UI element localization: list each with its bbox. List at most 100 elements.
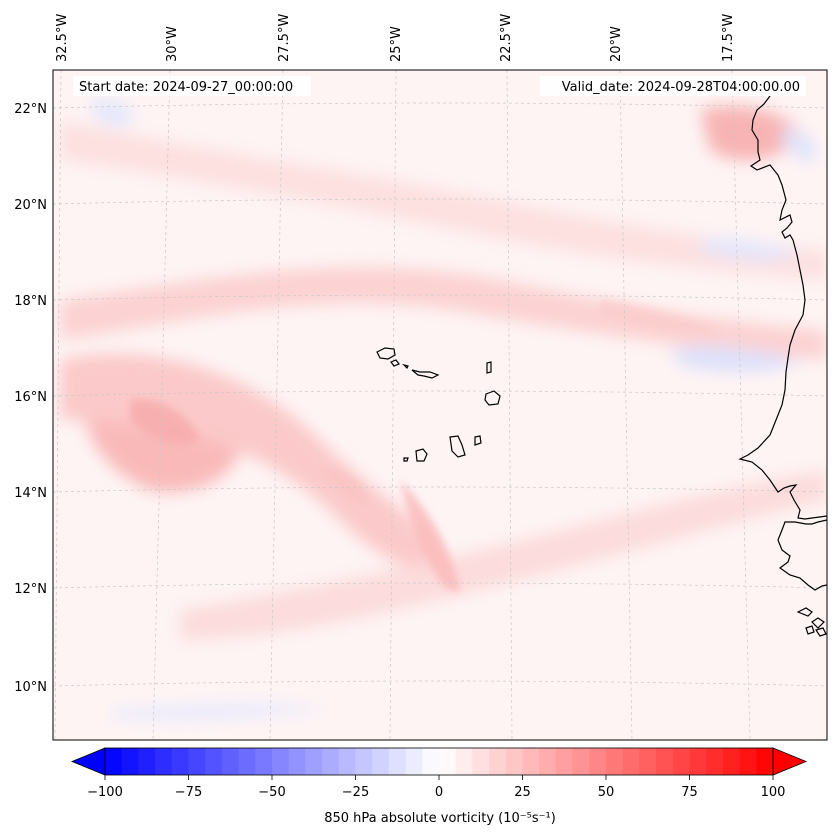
colorbar-segment	[121, 748, 139, 775]
latitude-labels: 22°N 20°N 18°N 16°N 14°N 12°N 10°N	[14, 102, 47, 695]
colorbar-segment	[205, 748, 223, 775]
colorbar-segment	[305, 748, 323, 775]
colorbar-segment	[388, 748, 407, 775]
colorbar-segment	[472, 748, 490, 775]
colorbar-segment	[105, 748, 123, 775]
colorbar-tick-label: 25	[514, 785, 531, 800]
positive-vorticity-band-central	[60, 267, 827, 360]
valid-date-bg	[540, 76, 806, 96]
colorbar-segment	[272, 748, 290, 775]
island-sao-nicolau	[411, 369, 440, 379]
island-santa-luzia	[402, 363, 409, 370]
african-coastline	[738, 95, 827, 591]
colorbar-extend-max	[772, 747, 808, 776]
colorbar-tick-label: 100	[761, 785, 786, 800]
colorbar-segment	[656, 748, 674, 775]
colorbar-segment	[372, 748, 390, 775]
map-frame	[52, 69, 828, 741]
colorbar-segments	[105, 748, 774, 775]
longitude-label: 17.5°W	[721, 14, 736, 62]
colorbar-tick-label: −75	[175, 785, 202, 800]
latitude-label: 22°N	[14, 102, 47, 117]
colorbar-tick-label: 50	[598, 785, 615, 800]
colorbar-label: 850 hPa absolute vorticity (10⁻⁵s⁻¹)	[324, 811, 556, 826]
island-fogo	[415, 448, 428, 462]
colorbar-segment	[338, 748, 357, 775]
latitude-label: 18°N	[14, 294, 47, 309]
bijagos-islands	[796, 607, 827, 637]
colorbar-segment	[739, 748, 757, 775]
longitude-label: 20°W	[609, 26, 624, 62]
island-santiago	[449, 435, 466, 458]
longitude-label: 27.5°W	[277, 14, 292, 62]
negative-vorticity-northwest	[90, 99, 133, 127]
colorbar-segment	[439, 748, 457, 775]
cape-verde-islands	[376, 347, 501, 462]
colorbar-segment	[405, 748, 423, 775]
colorbar-segment	[221, 748, 240, 775]
colorbar-segment	[606, 748, 624, 775]
valid-date-label: Valid_date: 2024-09-28T04:00:00.00	[562, 80, 800, 95]
latitude-label: 12°N	[14, 582, 47, 597]
colorbar-tick-label: −25	[342, 785, 369, 800]
colorbar-tick-label: 0	[435, 785, 443, 800]
latitude-label: 14°N	[14, 486, 47, 501]
colorbar-segment	[572, 748, 590, 775]
colorbar-segment	[322, 748, 340, 775]
colorbar-segment	[555, 748, 574, 775]
colorbar-segment	[622, 748, 640, 775]
colorbar-segment	[522, 748, 540, 775]
gridlines	[53, 70, 827, 740]
island-maio	[474, 435, 482, 446]
colorbar-segment	[255, 748, 273, 775]
positive-vorticity-band-south	[180, 470, 827, 640]
longitude-label: 22.5°W	[499, 14, 514, 62]
latitude-label: 16°N	[14, 390, 47, 405]
colorbar-tick-label: 75	[681, 785, 698, 800]
map-panel	[53, 70, 827, 740]
vorticity-field	[60, 99, 827, 720]
island-boa-vista	[484, 390, 501, 406]
colorbar-segment	[639, 748, 657, 775]
colorbar-segment	[455, 748, 473, 775]
start-date-label: Start date: 2024-09-27_00:00:00	[79, 80, 293, 95]
colorbar-segment	[722, 748, 741, 775]
longitude-label: 30°W	[165, 26, 180, 62]
colorbar-segment	[138, 748, 156, 775]
colorbar-segment	[505, 748, 524, 775]
island-sal	[486, 361, 492, 374]
colorbar: −100 −75 −50 −25 0 25 50 75 100 850 hPa absolute…	[70, 747, 808, 826]
colorbar-segment	[489, 748, 507, 775]
colorbar-segment	[422, 748, 440, 775]
longitude-label: 25°W	[389, 26, 404, 62]
colorbar-segment	[672, 748, 691, 775]
colorbar-segment	[539, 748, 557, 775]
colorbar-segment	[355, 748, 373, 775]
colorbar-ticks: −100 −75 −50 −25 0 25 50 75 100	[87, 775, 785, 800]
colorbar-segment	[171, 748, 190, 775]
colorbar-segment	[188, 748, 206, 775]
island-sao-vicente	[390, 359, 400, 367]
colorbar-extend-min	[70, 747, 106, 776]
colorbar-segment	[288, 748, 306, 775]
island-brava	[403, 457, 409, 462]
colorbar-segment	[689, 748, 707, 775]
colorbar-segment	[589, 748, 607, 775]
colorbar-tick-label: −50	[258, 785, 285, 800]
colorbar-segment	[238, 748, 256, 775]
latitude-label: 10°N	[14, 680, 47, 695]
start-date-bg	[73, 76, 311, 96]
island-santo-antao	[376, 347, 396, 360]
colorbar-segment	[155, 748, 173, 775]
latitude-label: 20°N	[14, 198, 47, 213]
longitude-label: 32.5°W	[55, 14, 70, 62]
colorbar-segment	[756, 748, 774, 775]
colorbar-segment	[706, 748, 724, 775]
negative-vorticity-south	[110, 703, 330, 720]
positive-vorticity-coastal-north	[700, 106, 800, 161]
colorbar-tick-label: −100	[87, 785, 123, 800]
longitude-labels: 32.5°W 30°W 27.5°W 25°W 22.5°W 20°W 17.5°W	[55, 14, 736, 62]
positive-vorticity-band-north	[60, 120, 827, 280]
negative-vorticity-coastal	[670, 345, 800, 372]
